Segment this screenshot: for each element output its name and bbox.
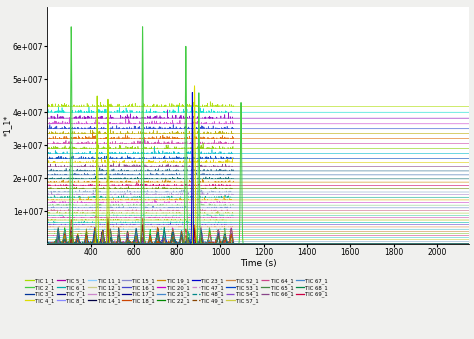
X-axis label: Time (s): Time (s) bbox=[240, 259, 277, 267]
Legend: TIC 1_1, TIC 2_1, TIC 3_1, TIC 4_1, TIC 5_1, TIC 6_1, TIC 7_1, TIC 8_1, TIC 11_1: TIC 1_1, TIC 2_1, TIC 3_1, TIC 4_1, TIC … bbox=[25, 278, 328, 304]
Y-axis label: *1_1*: *1_1* bbox=[2, 115, 11, 136]
